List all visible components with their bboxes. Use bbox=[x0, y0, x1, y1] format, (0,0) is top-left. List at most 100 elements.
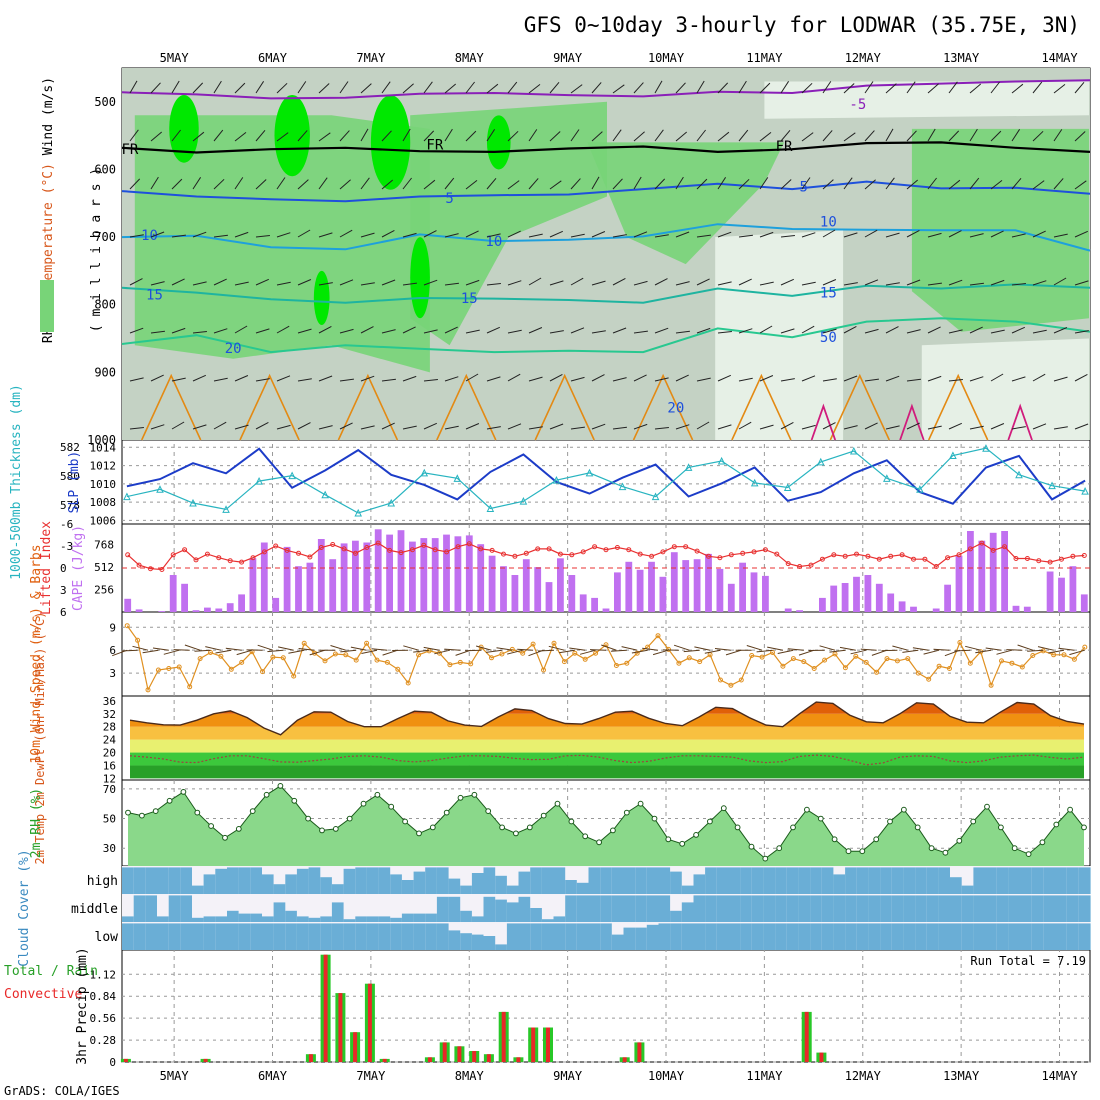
rh-point bbox=[263, 791, 270, 798]
wind-speed-point bbox=[718, 677, 723, 683]
contour-label: 15 bbox=[820, 286, 837, 302]
wind-barb-10m bbox=[548, 645, 565, 651]
lifted-index-point bbox=[580, 549, 586, 555]
wind-barb bbox=[339, 328, 354, 334]
wind-barb bbox=[612, 84, 625, 94]
wind-speed-point bbox=[1009, 660, 1015, 666]
rh-point bbox=[734, 824, 741, 831]
cloud-middle-cell bbox=[973, 895, 986, 922]
lifted-index-point bbox=[204, 551, 210, 557]
cloud-low-cell bbox=[891, 923, 904, 950]
precip-convective-bar bbox=[353, 1032, 358, 1062]
wind-barb-10m bbox=[902, 649, 919, 653]
wind-barb bbox=[591, 423, 606, 430]
rh2m-y-label: 2m RH (%) bbox=[29, 788, 44, 858]
cloud-middle-cell bbox=[378, 916, 391, 922]
precip-tick-label: 0.56 bbox=[90, 1012, 117, 1025]
wind-speed-point bbox=[499, 651, 505, 657]
wind-speed-point bbox=[520, 650, 526, 656]
cloud-low-cell bbox=[600, 923, 613, 950]
wind-barb bbox=[381, 81, 391, 94]
cloud-low-cell bbox=[681, 923, 695, 950]
wind-barb bbox=[969, 326, 983, 334]
cloud-low-cell bbox=[296, 923, 310, 950]
wind-speed-point bbox=[676, 660, 682, 666]
lifted-index-point bbox=[375, 540, 381, 546]
wind-speed-point bbox=[145, 687, 151, 693]
wind-barb-10m bbox=[558, 649, 575, 654]
cloud-empty-cell bbox=[471, 894, 485, 922]
cloud-low-cell bbox=[1043, 923, 1056, 950]
cape-bar bbox=[591, 597, 598, 612]
rh-point bbox=[554, 800, 561, 807]
wind-barb bbox=[129, 80, 138, 94]
cape-bar bbox=[260, 542, 268, 612]
x-tick-label-top: 9MAY bbox=[553, 51, 583, 65]
cape-bar bbox=[648, 561, 655, 612]
precip-tick-label: 0.28 bbox=[90, 1034, 117, 1047]
cloud-high-cell bbox=[576, 882, 590, 894]
li-tick-label: 6 bbox=[60, 606, 67, 619]
cloud-low-cell bbox=[798, 923, 811, 950]
cloud-middle-cell bbox=[915, 895, 928, 922]
rh-dry-region bbox=[921, 338, 1089, 440]
cloud-low-cell bbox=[343, 923, 356, 950]
wind-barb bbox=[507, 423, 522, 430]
wind-barb bbox=[1074, 280, 1089, 286]
cape-y-label: CAPE (J/kg) bbox=[71, 525, 86, 611]
cloud-middle-cell bbox=[938, 895, 951, 922]
wind-barb bbox=[948, 130, 960, 142]
cloud-middle-cell bbox=[845, 895, 858, 922]
wind-barb bbox=[927, 83, 939, 94]
cape-bar bbox=[602, 608, 610, 612]
slp-point bbox=[949, 451, 957, 460]
rh-line bbox=[127, 785, 1085, 860]
cloud-high-cell bbox=[1043, 867, 1056, 894]
lifted-index-point bbox=[136, 562, 142, 568]
contour-label: 20 bbox=[667, 401, 684, 417]
cloud-low-cell bbox=[996, 923, 1009, 950]
lifted-index-point bbox=[671, 544, 677, 550]
slp-point bbox=[189, 498, 197, 507]
cloud-low-cell bbox=[821, 923, 835, 950]
rh-point bbox=[360, 800, 367, 807]
wind-barb bbox=[654, 178, 666, 190]
wind-barb bbox=[696, 278, 710, 286]
wind-barb-10m bbox=[683, 649, 700, 653]
rh-point bbox=[693, 832, 699, 838]
contour-label: 10 bbox=[820, 215, 837, 231]
wind-barb bbox=[129, 278, 143, 286]
wind-speed-point bbox=[811, 666, 817, 671]
wind-speed-point bbox=[1082, 644, 1088, 650]
wind-barb-10m bbox=[517, 648, 534, 651]
wind-barb bbox=[780, 235, 795, 238]
wind-speed-point bbox=[166, 666, 172, 671]
wind-barb bbox=[1011, 376, 1026, 382]
wind-speed-point bbox=[447, 662, 453, 668]
lifted-index-point bbox=[170, 552, 176, 558]
cloud-high-cell bbox=[495, 875, 508, 894]
rh-point bbox=[402, 818, 409, 825]
cloud-low-cell bbox=[320, 923, 333, 950]
lifted-index-point bbox=[956, 552, 962, 558]
cape-bar bbox=[887, 593, 895, 612]
wind-barb bbox=[612, 178, 623, 190]
cloud-low-cell bbox=[716, 923, 730, 950]
cloud-high-cell bbox=[961, 885, 974, 894]
cloud-high-cell bbox=[355, 867, 368, 894]
wind-barb bbox=[1053, 376, 1068, 382]
rh-point bbox=[845, 848, 852, 855]
rh-saturated-region bbox=[410, 237, 430, 319]
lifted-index-point bbox=[535, 546, 541, 552]
cloud-low-cell bbox=[775, 923, 788, 950]
wind-barb bbox=[843, 425, 858, 430]
cape-bar bbox=[215, 608, 223, 612]
x-tick-label-top: 6MAY bbox=[258, 51, 288, 65]
cloud-middle-cell bbox=[833, 895, 846, 922]
cloud-high-cell bbox=[530, 867, 543, 894]
isotherm-red bbox=[810, 403, 837, 441]
wind-barb bbox=[486, 129, 496, 142]
wind-barb bbox=[465, 130, 477, 142]
cloud-low-cell bbox=[728, 923, 741, 950]
wind-barb bbox=[864, 279, 879, 286]
